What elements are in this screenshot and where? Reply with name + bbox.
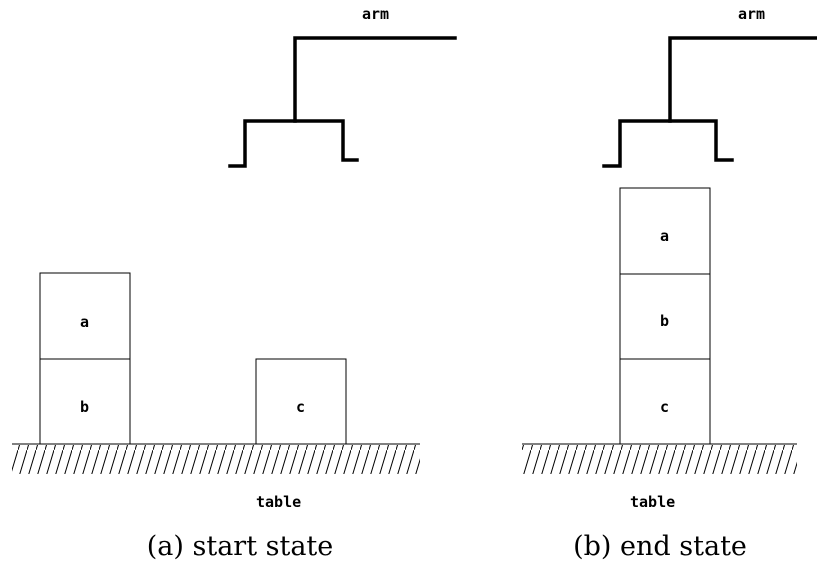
block-b: b: [619, 273, 711, 360]
caption-start-state: (a) start state: [147, 531, 334, 562]
block-a-label: a: [80, 313, 89, 331]
arm-label: arm: [362, 5, 389, 23]
table-surface: [522, 443, 797, 474]
block-c-label: c: [296, 398, 305, 416]
table-label: table: [630, 493, 675, 511]
block-c: c: [255, 358, 347, 445]
table-label: table: [256, 493, 301, 511]
block-c-label: c: [660, 398, 669, 416]
block-a: a: [619, 187, 711, 275]
block-b: b: [39, 358, 131, 445]
arm-label: arm: [738, 5, 765, 23]
panel-start-state: arm a b c table (a) start state: [12, 5, 457, 562]
block-b-label: b: [80, 398, 89, 416]
block-b-label: b: [660, 312, 669, 330]
block-a: a: [39, 272, 131, 360]
caption-end-state: (b) end state: [573, 531, 747, 562]
robot-arm: [228, 36, 457, 168]
block-a-label: a: [660, 227, 669, 245]
robot-arm: [602, 36, 817, 168]
panel-end-state: arm a b c table (b) end state: [522, 5, 817, 562]
block-c: c: [619, 358, 711, 445]
table-surface: [12, 443, 420, 474]
